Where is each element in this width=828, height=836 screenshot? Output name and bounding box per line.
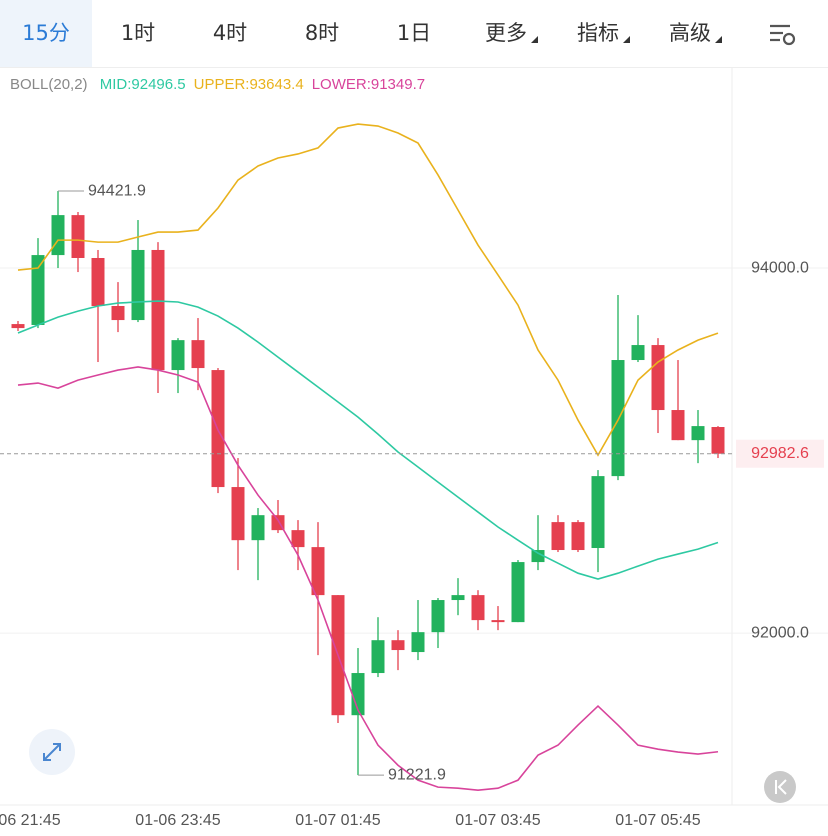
candle-body: [551, 522, 565, 551]
tab[interactable]: 8时: [304, 21, 340, 45]
candle-body: [611, 360, 625, 477]
current-price-label: 92982.6: [751, 445, 809, 462]
current-price-box: [736, 439, 824, 468]
x-tick-label: 01-07 03:45: [455, 812, 541, 829]
tab-bar: 15分 1时 4时 8时 1日 更多 指标 高级: [0, 0, 828, 68]
candle-body: [451, 595, 465, 601]
x-tick-label: 01-06 21:45: [0, 812, 61, 829]
legend-entry: LOWER:91349.7: [311, 76, 426, 93]
tab[interactable]: 更多: [460, 0, 552, 67]
candle-body: [191, 340, 205, 369]
x-tick-label: 01-07 05:45: [615, 812, 701, 829]
tab[interactable]: 1日: [396, 21, 432, 45]
candle-body: [311, 547, 325, 596]
boll-line: [17, 300, 719, 580]
candle-body: [151, 249, 165, 371]
candle-body: [231, 487, 245, 541]
tab[interactable]: 高级: [644, 0, 736, 67]
candle-body: [371, 640, 385, 674]
candle-body: [471, 595, 485, 621]
candle-body: [251, 515, 265, 541]
tab[interactable]: 15分: [0, 0, 92, 67]
dropdown-arrow: [623, 36, 630, 43]
back-to-latest-button[interactable]: [764, 771, 796, 803]
candle-body: [291, 530, 305, 548]
candle-body: [91, 257, 105, 307]
candle-body: [711, 427, 725, 454]
settings-icon[interactable]: [770, 24, 796, 46]
candle-body: [671, 410, 685, 441]
candle-body: [531, 550, 545, 563]
candle-body: [31, 255, 45, 325]
candle-body: [51, 215, 65, 256]
extreme-label: 91221.9: [388, 766, 446, 783]
expand-button[interactable]: [29, 729, 75, 775]
boll-line: [17, 366, 719, 792]
candle-body: [11, 324, 25, 329]
x-tick-label: 01-06 23:45: [135, 812, 221, 829]
x-tick-label: 01-07 01:45: [295, 812, 381, 829]
candle-body: [431, 600, 445, 633]
candle-body: [591, 476, 605, 549]
candle-body: [691, 426, 705, 441]
dropdown-arrow: [531, 36, 538, 43]
extreme-label: 94421.9: [88, 182, 146, 199]
y-tick-label: 94000.0: [751, 259, 809, 276]
y-tick-label: 92000.0: [751, 624, 809, 641]
candle-body: [411, 632, 425, 653]
legend-entry: MID:92496.5: [99, 76, 186, 93]
candle-body: [571, 522, 585, 551]
legend-entry: UPPER:93643.4: [193, 76, 304, 93]
candle-body: [391, 640, 405, 651]
candle-body: [511, 562, 525, 623]
candle-body: [651, 345, 665, 411]
tab[interactable]: 1时: [120, 21, 156, 45]
candle-body: [71, 215, 85, 258]
candle-body: [631, 345, 645, 361]
candle-body: [351, 673, 365, 716]
tab[interactable]: 指标: [552, 0, 644, 67]
candle-body: [131, 249, 145, 321]
indicator-legend: BOLL(20,2) MID:92496.5 UPPER:93643.4 LOWER…: [10, 76, 427, 93]
candle-body: [171, 340, 185, 371]
candle-body: [491, 620, 505, 623]
candle-body: [111, 306, 125, 321]
indicator-name: BOLL(20,2): [10, 76, 88, 93]
dropdown-arrow: [715, 36, 722, 43]
tab[interactable]: 4时: [212, 21, 248, 45]
boll-line: [17, 123, 719, 457]
